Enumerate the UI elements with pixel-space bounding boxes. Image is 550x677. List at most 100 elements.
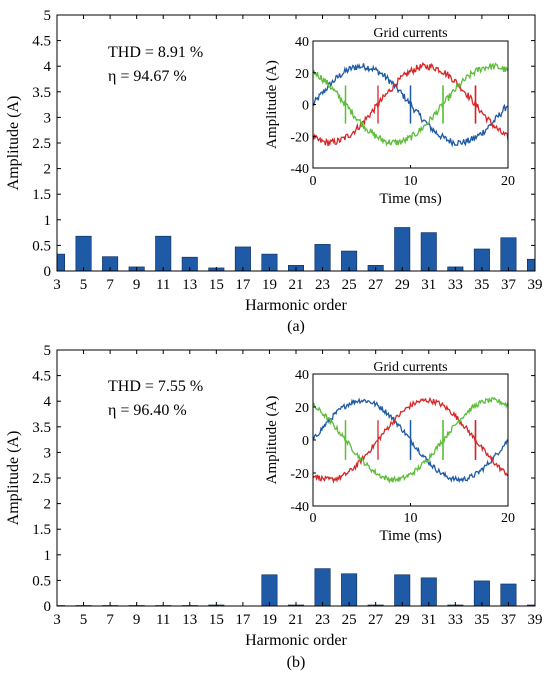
y-tick-label: 3 (44, 445, 52, 461)
thd-annotation: THD = 8.91 % (108, 44, 203, 61)
inset-y-tick-label: 20 (295, 401, 309, 416)
x-tick-label: 5 (80, 612, 88, 628)
x-tick-label: 19 (262, 612, 277, 628)
inset-x-tick-label: 20 (501, 511, 515, 526)
x-tick-label: 35 (474, 612, 489, 628)
x-tick-label: 21 (289, 612, 304, 628)
y-tick-label: 0.5 (32, 238, 51, 254)
inset-y-tick-label: 0 (302, 99, 309, 114)
inset-x-axis-label: Time (ms) (379, 528, 441, 544)
bar-23 (314, 568, 331, 607)
y-tick-label: 2 (44, 497, 52, 513)
inset-y-tick-label: 40 (295, 368, 309, 383)
y-tick-label: 4 (44, 394, 52, 410)
inset-title: Grid currents (373, 26, 447, 41)
inset-x-tick-label: 10 (404, 174, 418, 189)
x-tick-label: 15 (209, 277, 224, 293)
x-tick-label: 31 (421, 277, 436, 293)
x-tick-label: 27 (368, 612, 384, 628)
inset-x-tick-label: 0 (310, 174, 317, 189)
y-tick-label: 4.5 (32, 34, 51, 50)
panel-b: 00.511.522.533.544.553 5 7 9 11 13 15 17 19 21 23 2… (5, 343, 543, 671)
inset-y-tick-label: 0 (302, 434, 309, 449)
y-tick-label: 5 (44, 8, 52, 24)
y-tick-label: 0 (44, 264, 52, 280)
bar-31 (420, 577, 437, 607)
x-tick-label: 29 (395, 277, 410, 293)
bar-37 (500, 237, 517, 272)
x-tick-label: 3 (53, 612, 61, 628)
y-tick-label: 4.5 (32, 369, 51, 385)
y-tick-label: 2 (44, 162, 52, 178)
inset-x-axis-label: Time (ms) (379, 191, 441, 207)
x-tick-label: 15 (209, 612, 224, 628)
inset-y-axis-label: Amplitude (A) (264, 60, 280, 149)
x-tick-label: 5 (80, 277, 88, 293)
y-axis-label: Amplitude (A) (5, 431, 22, 526)
x-tick-label: 39 (528, 612, 543, 628)
inset-y-axis-label: Amplitude (A) (264, 396, 280, 485)
y-tick-label: 5 (44, 343, 52, 359)
efficiency-annotation: η = 96.40 % (108, 402, 187, 419)
x-axis-label: Harmonic order (245, 297, 347, 314)
y-tick-label: 1.5 (32, 187, 51, 203)
x-tick-label: 13 (182, 277, 197, 293)
x-tick-label: 13 (182, 612, 197, 628)
y-tick-label: 1 (44, 548, 52, 564)
x-tick-label: 9 (133, 277, 141, 293)
panel-caption: (a) (287, 318, 305, 335)
y-axis-label: Amplitude (A) (5, 96, 22, 191)
x-tick-label: 9 (133, 612, 141, 628)
inset-y-tick-label: -20 (290, 467, 309, 482)
inset-x-tick-label: 20 (501, 174, 515, 189)
inset-grid-currents: -40 -20 0 20 40 0 10 20 Grid currents Time (ms) Am… (264, 26, 516, 209)
bar-29 (394, 574, 411, 607)
x-tick-label: 19 (262, 277, 277, 293)
bar-31 (420, 232, 437, 272)
bar-3 (56, 253, 66, 272)
x-tick-label: 17 (235, 277, 251, 293)
inset-y-tick-label: -40 (290, 500, 309, 515)
inset-y-tick-label: 20 (295, 67, 309, 82)
inset-y-tick-label: -40 (290, 162, 309, 177)
inset-title: Grid currents (373, 360, 447, 375)
y-tick-label: 1.5 (32, 522, 51, 538)
inset-x-tick-label: 10 (404, 511, 418, 526)
x-tick-label: 11 (156, 277, 170, 293)
x-axis-label: Harmonic order (245, 632, 347, 649)
panel-caption: (b) (287, 654, 306, 671)
bar-39 (526, 258, 536, 272)
y-tick-label: 0.5 (32, 573, 51, 589)
x-tick-label: 11 (156, 612, 170, 628)
x-tick-label: 21 (289, 277, 304, 293)
x-tick-label: 39 (528, 277, 543, 293)
x-tick-label: 29 (395, 612, 410, 628)
bar-29 (394, 227, 411, 272)
inset-y-tick-label: -20 (290, 130, 309, 145)
bar-11 (155, 235, 172, 272)
x-tick-label: 33 (448, 277, 463, 293)
bar-5 (75, 235, 92, 272)
y-tick-label: 4 (44, 59, 52, 75)
x-tick-label: 31 (421, 612, 436, 628)
efficiency-annotation: η = 94.67 % (108, 68, 187, 85)
bar-19 (261, 574, 278, 607)
x-tick-label: 17 (235, 612, 251, 628)
thd-annotation: THD = 7.55 % (108, 378, 203, 395)
x-tick-label: 37 (501, 277, 517, 293)
bar-25 (341, 573, 358, 607)
x-tick-label: 7 (106, 277, 114, 293)
x-tick-label: 25 (342, 612, 357, 628)
inset-y-tick-label: 40 (295, 35, 309, 50)
inset-x-tick-label: 0 (310, 511, 317, 526)
inset-grid-currents: -40 -20 0 20 40 0 10 20 Grid currents Time (ms) Am… (264, 360, 516, 546)
y-tick-label: 3.5 (32, 420, 51, 436)
x-tick-label: 7 (106, 612, 114, 628)
y-tick-label: 2.5 (32, 136, 51, 152)
x-tick-label: 35 (474, 277, 489, 293)
x-tick-label: 25 (342, 277, 357, 293)
y-tick-label: 1 (44, 213, 52, 229)
x-tick-label: 33 (448, 612, 463, 628)
x-tick-label: 3 (53, 277, 61, 293)
